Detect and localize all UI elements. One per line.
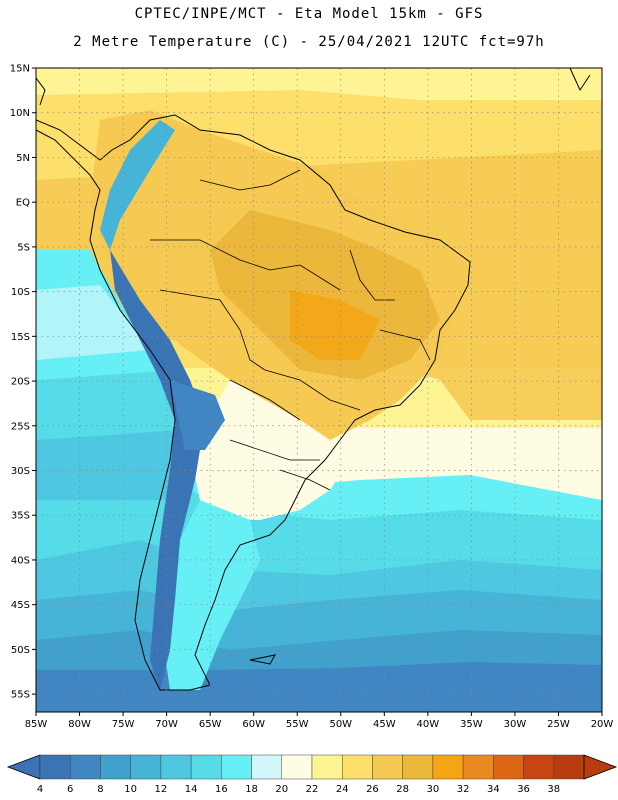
lat-tick-label: 45S bbox=[11, 600, 30, 611]
title-line-1: CPTEC/INPE/MCT - Eta Model 15km - GFS bbox=[134, 6, 484, 22]
legend-label: 38 bbox=[547, 784, 560, 795]
lon-tick-label: 20W bbox=[591, 719, 614, 730]
lon-tick-label: 65W bbox=[199, 719, 222, 730]
legend-label: 12 bbox=[155, 784, 168, 795]
lon-tick-label: 75W bbox=[112, 719, 135, 730]
legend-swatch bbox=[493, 754, 524, 780]
legend-label: 24 bbox=[336, 784, 349, 795]
lon-tick-label: 40W bbox=[417, 719, 440, 730]
legend-label: 22 bbox=[306, 784, 319, 795]
legend-swatch bbox=[432, 754, 464, 780]
lon-tick-label: 85W bbox=[25, 719, 48, 730]
legend-label: 30 bbox=[427, 784, 440, 795]
legend-swatch bbox=[523, 754, 555, 780]
lon-tick-label: 80W bbox=[68, 719, 91, 730]
legend-swatch bbox=[553, 754, 585, 780]
lat-tick-label: 15N bbox=[10, 64, 30, 75]
latitude-axis: 15N 10N 5N EQ 5S 10S 15S 20S 25S 30S 35S 40S 45S 50S 5… bbox=[10, 64, 36, 701]
legend-label: 34 bbox=[487, 784, 500, 795]
legend-label: 14 bbox=[185, 784, 198, 795]
lon-tick-label: 55W bbox=[286, 719, 309, 730]
lat-tick-label: 5N bbox=[16, 153, 30, 164]
title-line-2: 2 Metre Temperature (C) - 25/04/2021 12U… bbox=[73, 34, 545, 50]
legend-label: 10 bbox=[124, 784, 137, 795]
lon-tick-label: 45W bbox=[373, 719, 396, 730]
legend-swatch bbox=[251, 754, 283, 780]
legend-swatch bbox=[462, 754, 494, 780]
lat-tick-label: 30S bbox=[11, 466, 30, 477]
political-borders bbox=[150, 169, 431, 491]
legend-swatch bbox=[402, 754, 434, 780]
legend-label: 32 bbox=[457, 784, 470, 795]
legend-swatch bbox=[190, 754, 222, 780]
legend-label: 18 bbox=[245, 784, 258, 795]
legend-label: 8 bbox=[97, 784, 103, 795]
temperature-field bbox=[36, 68, 602, 712]
legend-label: 16 bbox=[215, 784, 228, 795]
lon-tick-label: 30W bbox=[504, 719, 527, 730]
lat-tick-label: 20S bbox=[11, 377, 30, 388]
legend-swatch bbox=[311, 754, 343, 780]
legend-label: 6 bbox=[67, 784, 73, 795]
legend-swatch bbox=[69, 754, 101, 780]
legend-swatch bbox=[100, 754, 131, 780]
legend-swatch bbox=[281, 754, 313, 780]
lat-tick-label: EQ bbox=[16, 198, 30, 209]
lat-tick-label: 5S bbox=[17, 242, 30, 253]
lat-tick-label: 55S bbox=[11, 690, 30, 701]
legend-swatch bbox=[341, 754, 373, 780]
lon-tick-label: 25W bbox=[547, 719, 570, 730]
lon-tick-label: 50W bbox=[329, 719, 352, 730]
legend-swatch bbox=[221, 754, 252, 780]
graticule-grid bbox=[36, 68, 602, 712]
lat-tick-label: 10S bbox=[11, 287, 30, 298]
map-frame bbox=[35, 67, 603, 713]
legend-label: 4 bbox=[37, 784, 43, 795]
legend-label: 36 bbox=[517, 784, 530, 795]
legend-label: 26 bbox=[366, 784, 379, 795]
longitude-axis: 85W 80W 75W 70W 65W 60W 55W 50W 45W 40W 35W 30W 25W 2… bbox=[25, 712, 614, 730]
legend-label: 20 bbox=[275, 784, 288, 795]
legend-swatch bbox=[39, 754, 71, 780]
lat-tick-label: 15S bbox=[11, 332, 30, 343]
lon-tick-label: 70W bbox=[155, 719, 178, 730]
coastline bbox=[36, 68, 591, 691]
lat-tick-label: 10N bbox=[10, 108, 30, 119]
lat-tick-label: 50S bbox=[11, 645, 30, 656]
lon-tick-label: 35W bbox=[460, 719, 483, 730]
lon-tick-label: 60W bbox=[242, 719, 265, 730]
legend-high-arrow bbox=[583, 754, 618, 780]
lat-tick-label: 25S bbox=[11, 421, 30, 432]
lat-tick-label: 35S bbox=[11, 511, 30, 522]
lat-tick-label: 40S bbox=[11, 555, 30, 566]
legend-swatch bbox=[130, 754, 162, 780]
legend-swatch bbox=[372, 754, 403, 780]
legend-low-arrow bbox=[6, 754, 41, 780]
color-scale-legend: 4 6 8 10 12 14 16 18 20 22 24 26 28 30 32 34 36 38 bbox=[6, 754, 618, 795]
legend-label: 28 bbox=[396, 784, 409, 795]
legend-swatch bbox=[160, 754, 192, 780]
